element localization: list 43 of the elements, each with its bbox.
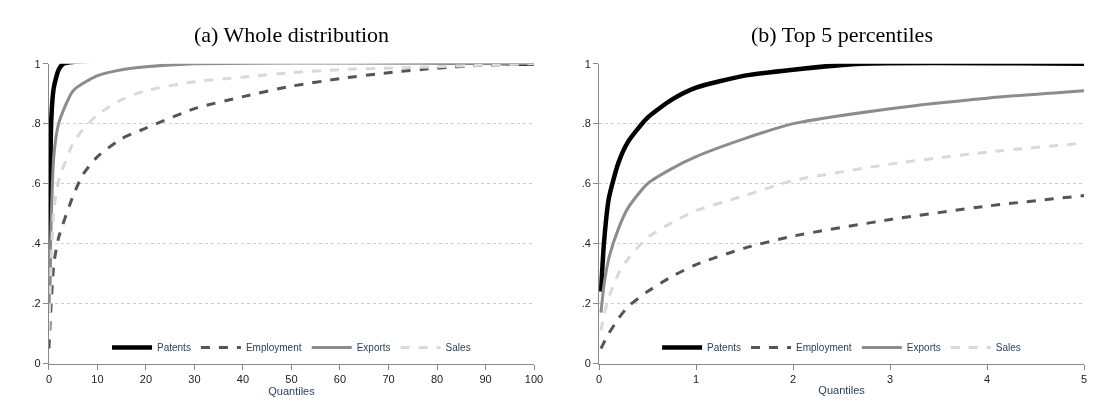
y-tick-label: 0 [34,357,41,370]
legend-label: Patents [156,342,191,354]
x-tick-label: 1 [693,372,700,385]
y-tick-label: .8 [31,117,41,130]
legend-label: Employment [796,342,852,354]
x-tick-label: 50 [285,372,298,385]
y-tick-label: 1 [34,57,41,70]
x-tick-label: 4 [984,372,991,385]
y-tick-label: .4 [31,237,41,250]
legend-label: Sales [995,342,1021,354]
legend-label: Sales [445,342,471,354]
legend-label: Patents [707,342,742,354]
x-tick-label: 60 [333,372,347,385]
x-tick-label: 0 [596,372,603,385]
chart-title: (a) Whole distribution [194,22,390,47]
legend-label: Employment [245,342,302,354]
y-tick-label: .2 [581,297,591,310]
y-tick-label: .8 [581,117,591,130]
x-tick-label: 100 [524,372,544,385]
y-tick-label: .6 [31,177,41,190]
legend-label: Exports [356,342,391,354]
x-tick-label: 0 [45,372,52,385]
y-tick-label: 0 [584,357,591,370]
x-tick-label: 90 [479,372,492,385]
x-tick-label: 3 [887,372,894,385]
x-tick-label: 30 [188,372,201,385]
x-tick-label: 40 [236,372,250,385]
y-tick-label: .4 [581,237,591,250]
y-tick-label: .2 [31,297,41,310]
y-tick-label: 1 [584,57,591,70]
x-axis-title: Quantiles [818,383,866,396]
x-tick-label: 10 [91,372,104,385]
x-tick-label: 20 [139,372,153,385]
x-axis-title: Quantiles [268,384,316,397]
legend-label: Exports [906,342,941,354]
x-tick-label: 80 [430,372,444,385]
y-tick-label: .6 [581,177,591,190]
line-series [599,194,1085,351]
x-tick-label: 5 [1081,372,1088,385]
x-tick-label: 2 [790,372,797,385]
chart-title: (b) Top 5 percentiles [751,22,933,47]
x-tick-label: 70 [382,372,395,385]
line-series [599,63,1085,294]
